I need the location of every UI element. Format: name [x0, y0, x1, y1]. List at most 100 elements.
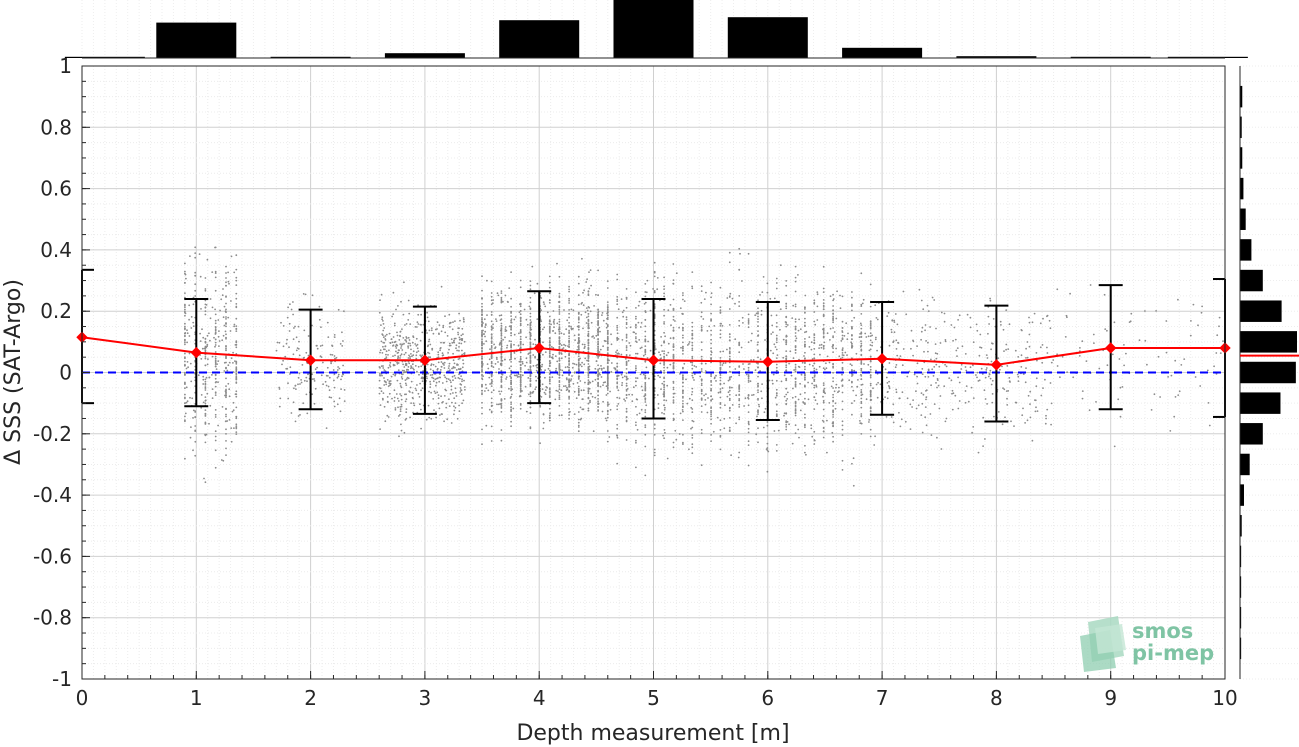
- scatter-point: [740, 346, 743, 349]
- scatter-point: [571, 375, 573, 377]
- scatter-point: [234, 360, 236, 362]
- scatter-point: [814, 323, 817, 326]
- scatter-point: [645, 291, 648, 294]
- right-histogram-bar: [1240, 484, 1244, 506]
- scatter-point: [682, 400, 684, 402]
- scatter-point: [405, 336, 408, 338]
- scatter-point: [792, 357, 795, 359]
- scatter-point: [208, 422, 210, 425]
- scatter-point: [1008, 377, 1011, 379]
- scatter-point: [396, 334, 399, 337]
- scatter-point: [640, 346, 643, 349]
- scatter-point: [587, 335, 590, 338]
- scatter-point: [644, 330, 647, 333]
- scatter-point: [1005, 390, 1008, 392]
- scatter-point: [625, 397, 628, 399]
- scatter-point: [579, 357, 581, 360]
- scatter-point: [420, 389, 422, 392]
- scatter-point: [785, 315, 788, 318]
- scatter-point: [644, 401, 647, 403]
- scatter-point: [786, 398, 789, 400]
- scatter-point: [481, 360, 483, 363]
- scatter-point: [635, 341, 638, 343]
- scatter-point: [550, 346, 553, 348]
- scatter-point: [577, 312, 580, 314]
- scatter-point: [895, 388, 898, 391]
- scatter-point: [625, 288, 628, 290]
- scatter-point: [405, 417, 408, 420]
- scatter-point: [638, 412, 641, 415]
- scatter-point: [400, 353, 403, 356]
- scatter-point: [625, 372, 628, 375]
- scatter-point: [543, 326, 546, 329]
- scatter-point: [620, 373, 623, 376]
- scatter-point: [871, 344, 873, 347]
- scatter-point: [414, 387, 417, 390]
- scatter-point: [606, 280, 609, 282]
- scatter-point: [944, 363, 946, 366]
- scatter-point: [194, 271, 197, 274]
- scatter-point: [785, 305, 788, 308]
- scatter-point: [691, 411, 694, 413]
- scatter-point: [682, 441, 684, 444]
- scatter-point: [311, 294, 314, 297]
- scatter-point: [500, 386, 503, 389]
- scatter-point: [500, 390, 503, 393]
- scatter-point: [428, 329, 431, 332]
- scatter-point: [826, 355, 829, 358]
- scatter-point: [597, 398, 599, 400]
- scatter-point: [822, 390, 825, 393]
- scatter-point: [988, 373, 991, 375]
- scatter-point: [719, 366, 722, 369]
- scatter-point: [728, 336, 731, 338]
- scatter-point: [214, 361, 217, 364]
- scatter-point: [431, 347, 434, 350]
- scatter-point: [850, 341, 853, 344]
- scatter-point: [775, 363, 778, 366]
- scatter-point: [813, 374, 816, 377]
- scatter-point: [409, 386, 412, 389]
- right-histogram-bar: [1240, 177, 1244, 200]
- scatter-point: [204, 357, 207, 360]
- scatter-point: [454, 366, 456, 369]
- scatter-point: [324, 380, 327, 383]
- scatter-point: [649, 349, 652, 352]
- scatter-point: [788, 423, 790, 426]
- scatter-point: [653, 427, 656, 430]
- scatter-point: [609, 390, 611, 393]
- scatter-point: [860, 391, 863, 393]
- scatter-point: [556, 322, 559, 325]
- scatter-point: [757, 410, 759, 413]
- scatter-point: [979, 333, 982, 336]
- scatter-point: [225, 394, 227, 397]
- scatter-point: [281, 363, 283, 366]
- scatter-point: [795, 337, 798, 340]
- scatter-point: [523, 308, 526, 311]
- scatter-point: [738, 343, 741, 346]
- scatter-point: [400, 300, 402, 303]
- scatter-point: [804, 451, 806, 454]
- scatter-point: [558, 367, 561, 370]
- scatter-point: [691, 337, 694, 340]
- scatter-point: [577, 316, 580, 319]
- scatter-point: [832, 425, 834, 428]
- scatter-point: [719, 379, 722, 382]
- scatter-point: [810, 424, 813, 427]
- scatter-point: [205, 376, 208, 379]
- scatter-point: [484, 330, 487, 333]
- scatter-point: [481, 370, 483, 373]
- scatter-point: [804, 331, 806, 334]
- scatter-point: [832, 335, 834, 337]
- scatter-point: [869, 428, 872, 431]
- scatter-point: [893, 331, 896, 334]
- scatter-point: [336, 369, 339, 371]
- scatter-point: [786, 324, 789, 326]
- scatter-point: [747, 366, 750, 369]
- scatter-point: [841, 295, 844, 298]
- scatter-point: [285, 342, 288, 345]
- scatter-point: [691, 357, 694, 360]
- scatter-point: [766, 282, 769, 285]
- scatter-point: [682, 391, 684, 393]
- scatter-point: [587, 338, 590, 341]
- scatter-point: [500, 406, 503, 408]
